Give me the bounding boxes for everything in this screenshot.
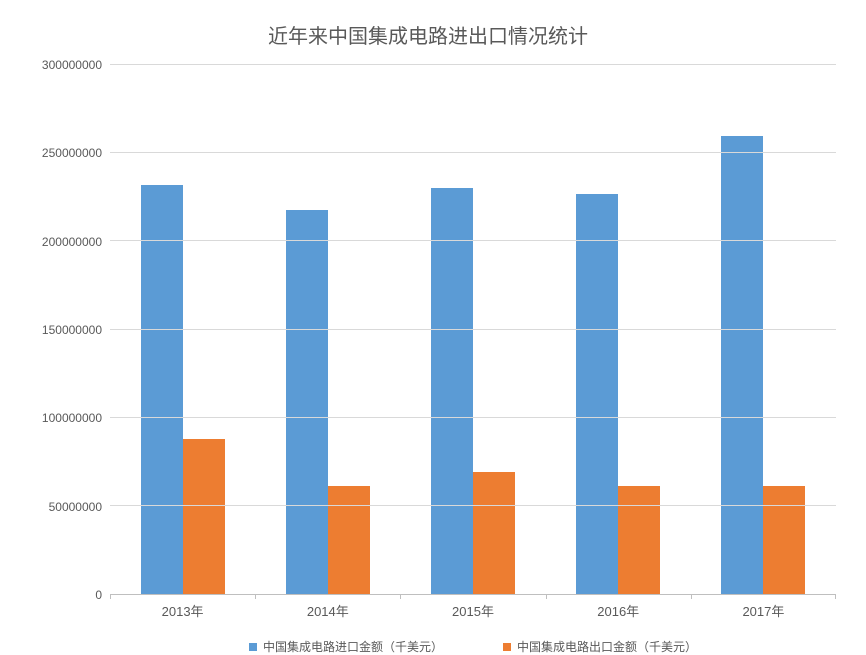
x-tick-mark	[546, 594, 547, 599]
chart-title: 近年来中国集成电路进出口情况统计	[20, 20, 836, 49]
chart-container: 近年来中国集成电路进出口情况统计 0 50000000 100000000 15000…	[0, 0, 866, 653]
bar	[721, 136, 763, 594]
bar	[763, 486, 805, 594]
gridline	[110, 64, 836, 65]
legend-label: 中国集成电路进口金额（千美元）	[263, 638, 443, 655]
bar	[286, 210, 328, 594]
bar	[328, 486, 370, 594]
y-axis: 0500000001000000001500000002000000002500…	[20, 65, 110, 595]
x-tick-label: 2013年	[110, 601, 255, 620]
category-group	[110, 65, 255, 594]
category-group	[691, 65, 836, 594]
x-tick-mark	[835, 594, 836, 599]
gridline	[110, 329, 836, 330]
bar	[431, 188, 473, 594]
x-tick-label: 2016年	[546, 601, 691, 620]
plot-area: 0500000001000000001500000002000000002500…	[20, 65, 836, 595]
bar	[141, 185, 183, 594]
x-tick-label: 2014年	[255, 601, 400, 620]
legend-swatch	[503, 643, 511, 651]
x-tick-mark	[400, 594, 401, 599]
category-group	[255, 65, 400, 594]
x-axis-labels: 2013年2014年2015年2016年2017年	[110, 601, 836, 620]
legend-label: 中国集成电路出口金额（千美元）	[517, 638, 697, 655]
y-tick-label: 200000000	[42, 235, 102, 249]
gridline	[110, 505, 836, 506]
x-tick-label: 2017年	[691, 601, 836, 620]
x-tick-mark	[255, 594, 256, 599]
gridline	[110, 240, 836, 241]
x-tick-mark	[110, 594, 111, 599]
bar	[618, 486, 660, 594]
category-group	[546, 65, 691, 594]
y-tick-label: 50000000	[49, 500, 102, 514]
category-group	[400, 65, 545, 594]
bar	[576, 194, 618, 594]
y-tick-label: 250000000	[42, 146, 102, 160]
bar	[473, 472, 515, 594]
y-tick-label: 300000000	[42, 58, 102, 72]
plot-grid	[110, 65, 836, 595]
legend-item: 中国集成电路出口金额（千美元）	[503, 638, 697, 655]
legend: 中国集成电路进口金额（千美元） 中国集成电路出口金额（千美元）	[110, 638, 836, 655]
x-tick-mark	[691, 594, 692, 599]
y-tick-label: 150000000	[42, 323, 102, 337]
y-tick-label: 0	[95, 588, 102, 602]
gridline	[110, 152, 836, 153]
gridline	[110, 417, 836, 418]
legend-swatch	[249, 643, 257, 651]
bars-layer	[110, 65, 836, 594]
legend-item: 中国集成电路进口金额（千美元）	[249, 638, 443, 655]
bar	[183, 439, 225, 594]
x-tick-label: 2015年	[400, 601, 545, 620]
y-tick-label: 100000000	[42, 411, 102, 425]
